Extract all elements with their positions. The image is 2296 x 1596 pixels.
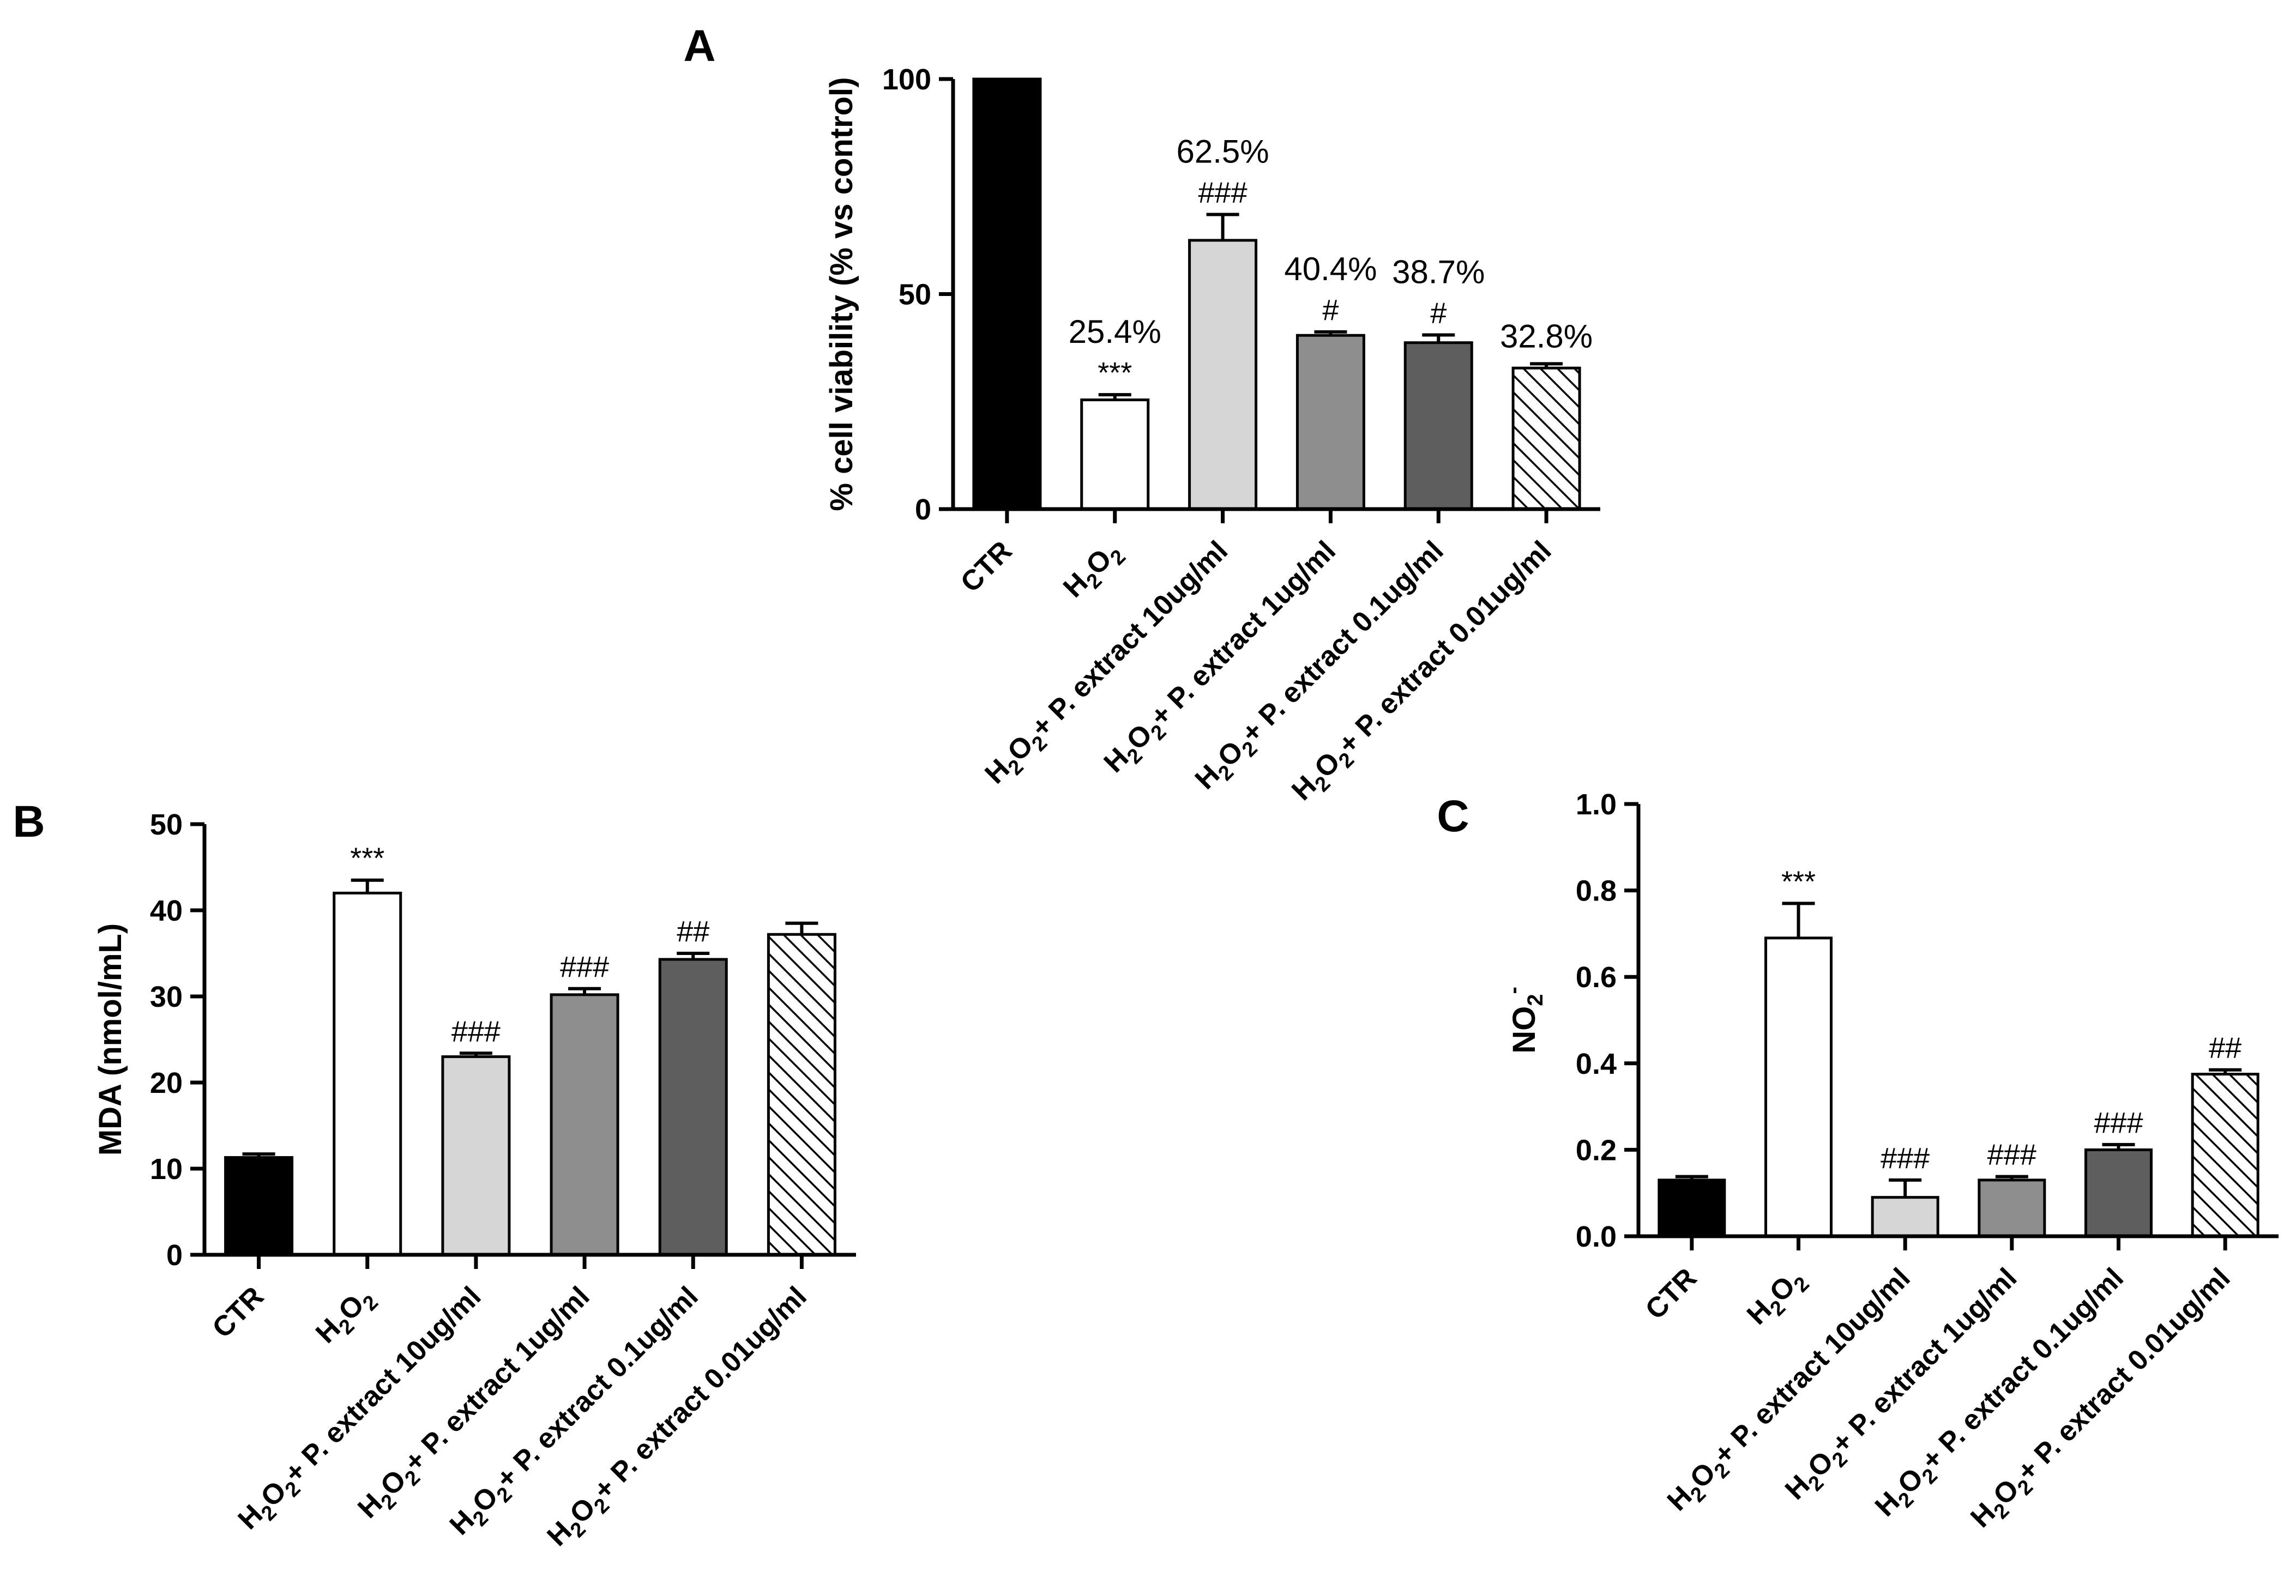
bar-3 <box>1188 239 1258 511</box>
significance-marker: # <box>1322 294 1339 327</box>
category-label-2: H2O2 <box>310 1280 383 1353</box>
category-label-1: CTR <box>206 1280 270 1344</box>
bar-1 <box>1658 1178 1726 1238</box>
bar-6 <box>2191 1073 2259 1238</box>
bar-5 <box>658 958 728 1256</box>
significance-marker: ### <box>1987 1139 2036 1171</box>
bar-4 <box>1295 334 1365 511</box>
chart-panel-a: A % cell viability (% vs control) CTR *** 25… <box>683 21 1600 807</box>
bar-5 <box>1403 341 1473 511</box>
bar-1 <box>972 77 1042 511</box>
panel-letter: A <box>683 21 715 71</box>
panel-letter: B <box>13 797 45 847</box>
significance-marker: ### <box>451 1015 501 1048</box>
value-label: 32.8% <box>1500 318 1593 354</box>
y-axis-title: % cell viability (% vs control) <box>824 77 859 511</box>
y-tick-label: 0.8 <box>1576 875 1617 908</box>
bar-3 <box>1871 1196 1939 1238</box>
bar-2 <box>333 891 402 1256</box>
y-axis-title: MDA (nmol/mL) <box>93 923 128 1156</box>
significance-marker: ### <box>1881 1142 1930 1175</box>
y-tick-label: 0.6 <box>1576 961 1617 994</box>
panel-letter: C <box>1437 791 1469 841</box>
significance-marker: *** <box>1781 865 1816 898</box>
y-tick-label: 100 <box>882 63 931 96</box>
significance-marker: # <box>1430 297 1447 329</box>
bar-4 <box>1978 1178 2046 1238</box>
y-tick-label: 10 <box>150 1153 183 1186</box>
y-tick-label: 0 <box>915 493 931 526</box>
y-tick-label: 50 <box>899 279 931 311</box>
significance-marker: *** <box>350 842 384 875</box>
bar-1 <box>224 1156 294 1256</box>
bar-4 <box>550 993 619 1256</box>
category-label-1: CTR <box>1640 1262 1703 1326</box>
category-label-1: CTR <box>955 535 1019 598</box>
significance-marker: ## <box>2209 1032 2241 1065</box>
y-tick-label: 40 <box>150 894 183 927</box>
y-tick-label: 0.2 <box>1576 1134 1617 1166</box>
y-tick-label: 0.4 <box>1576 1048 1617 1080</box>
category-label-2: H2O2 <box>1057 535 1130 608</box>
value-label: 62.5% <box>1177 134 1269 170</box>
significance-marker: ## <box>677 915 709 948</box>
y-tick-label: 20 <box>150 1067 183 1099</box>
value-label: 38.7% <box>1392 253 1485 290</box>
value-label: 25.4% <box>1069 313 1161 350</box>
y-tick-label: 1.0 <box>1576 788 1617 821</box>
bar-3 <box>441 1055 511 1256</box>
bar-2 <box>1080 398 1150 511</box>
y-tick-label: 30 <box>150 981 183 1013</box>
significance-marker: *** <box>1098 356 1132 389</box>
bar-6 <box>1511 366 1581 511</box>
y-tick-label: 0.0 <box>1576 1220 1617 1253</box>
value-label: 40.4% <box>1284 251 1377 287</box>
significance-marker: ### <box>2094 1107 2143 1139</box>
y-axis-title: NO2- <box>1502 987 1547 1054</box>
category-label-2: H2O2 <box>1741 1262 1814 1335</box>
bar-2 <box>1764 936 1833 1238</box>
y-tick-label: 0 <box>166 1239 183 1272</box>
significance-marker: ### <box>1198 177 1248 209</box>
bar-5 <box>2084 1148 2153 1238</box>
bar-6 <box>767 933 836 1256</box>
y-tick-label: 50 <box>150 808 183 841</box>
significance-marker: ### <box>560 951 609 983</box>
